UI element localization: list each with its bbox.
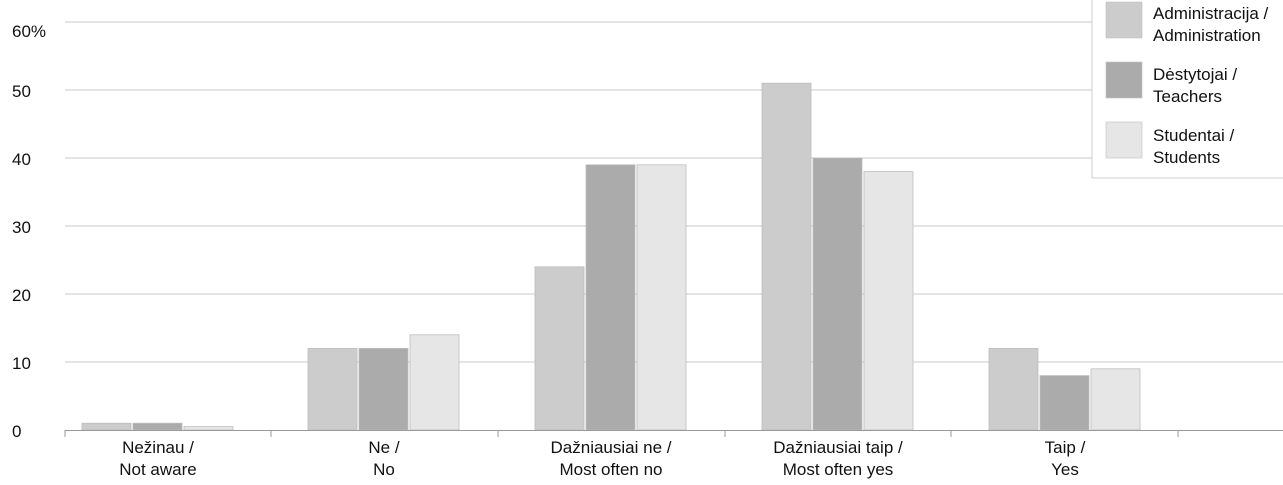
x-axis: Nežinau / Not aware Ne / No Dažniausiai ne /… [64, 430, 1283, 479]
legend: Administracija / Administration Dėstytojai… [1091, 0, 1283, 179]
y-axis: 0 10 20 30 40 50 60% [12, 22, 46, 441]
y-tick-label: 50 [12, 82, 31, 101]
y-tick-label: 30 [12, 218, 31, 237]
bars [81, 82, 1141, 431]
legend-swatch [1105, 61, 1143, 99]
x-tick-label: Taip / Yes [1045, 438, 1086, 479]
bar [585, 164, 636, 431]
y-tick-label: 0 [12, 422, 21, 441]
bar [81, 422, 132, 431]
bar [812, 157, 863, 431]
y-tick-label: 10 [12, 354, 31, 373]
x-tick-label: Ne / No [368, 438, 399, 479]
bar [183, 426, 234, 431]
bar [307, 347, 358, 431]
bar [636, 164, 687, 431]
bar [534, 266, 585, 431]
legend-label: Studentai / Students [1153, 126, 1235, 167]
legend-swatch [1105, 121, 1143, 159]
bar [1039, 375, 1090, 431]
y-tick-label: 20 [12, 286, 31, 305]
bar [132, 422, 183, 431]
bar [409, 334, 460, 431]
bar [1090, 368, 1141, 431]
x-tick-label: Nežinau / Not aware [119, 438, 196, 479]
y-unit-label: 60% [12, 22, 46, 41]
x-tick-label: Dažniausiai ne / Most often no [551, 438, 672, 479]
x-tick-label: Dažniausiai taip / Most often yes [773, 438, 903, 479]
bar [358, 347, 409, 431]
bar [863, 171, 914, 431]
bar [988, 347, 1039, 431]
legend-label: Administracija / Administration [1153, 4, 1269, 45]
legend-swatch [1105, 1, 1143, 39]
legend-label: Dėstytojai / Teachers [1153, 65, 1237, 106]
bar [761, 82, 812, 431]
y-tick-label: 40 [12, 150, 31, 169]
